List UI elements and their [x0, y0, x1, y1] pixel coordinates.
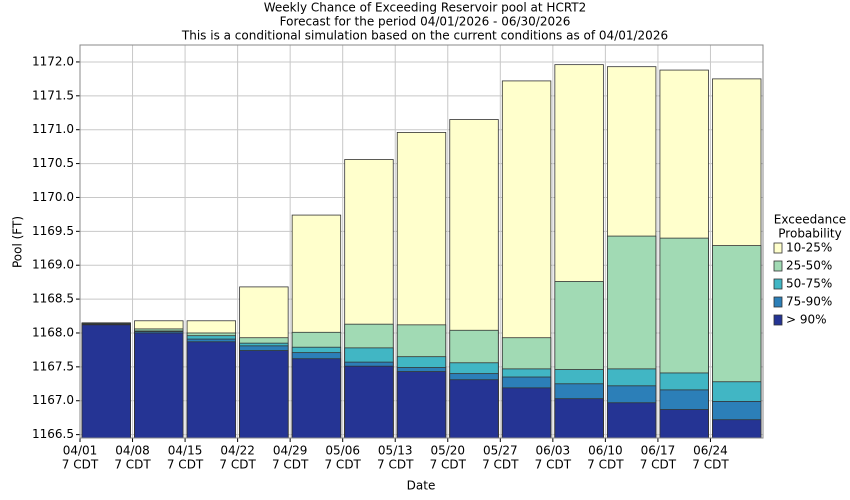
x-tick-sublabel: 7 CDT — [272, 458, 309, 472]
legend-swatch — [773, 242, 783, 254]
x-tick-sublabel: 7 CDT — [62, 458, 99, 472]
bar-segment — [501, 387, 552, 439]
y-tick-label: 1167.5 — [32, 359, 74, 373]
x-tick-sublabel: 7 CDT — [587, 458, 624, 472]
y-tick-label: 1170.5 — [32, 156, 74, 170]
bar-segment — [239, 350, 289, 439]
bar-segment — [186, 341, 237, 439]
x-tick-label: 05/20 — [430, 444, 465, 458]
y-tick-label: 1172.0 — [32, 54, 74, 68]
bar-segment — [606, 402, 657, 439]
x-tick-sublabel: 7 CDT — [324, 458, 361, 472]
chart-title: Weekly Chance of Exceeding Reservoir poo… — [264, 1, 587, 15]
bar-segment — [712, 419, 762, 439]
y-tick-label: 1171.0 — [32, 122, 74, 136]
y-tick-label: 1170.0 — [32, 190, 74, 204]
x-tick-sublabel: 7 CDT — [482, 458, 519, 472]
y-tick-label: 1169.5 — [32, 224, 74, 238]
x-tick-sublabel: 7 CDT — [640, 458, 677, 472]
x-axis-label: Date — [407, 479, 436, 493]
x-tick-label: 06/10 — [588, 444, 623, 458]
legend-label: 25-50% — [786, 259, 832, 273]
legend-swatch — [773, 296, 783, 308]
legend-label: 75-90% — [786, 295, 832, 309]
legend-swatch — [773, 314, 783, 326]
y-tick-label: 1166.5 — [32, 427, 74, 441]
x-tick-label: 06/03 — [536, 444, 571, 458]
chart-subtitle: This is a conditional simulation based o… — [181, 29, 668, 43]
bar-segment — [134, 332, 184, 439]
legend-label: 10-25% — [786, 241, 832, 255]
legend-swatch — [773, 278, 783, 290]
chart-subtitle: Forecast for the period 04/01/2026 - 06/… — [280, 15, 571, 29]
bar-segment — [554, 398, 604, 439]
legend-swatch — [773, 260, 783, 272]
legend-title: Probability — [778, 227, 841, 241]
x-tick-label: 04/01 — [63, 444, 98, 458]
x-tick-label: 04/08 — [115, 444, 150, 458]
x-tick-label: 06/24 — [693, 444, 728, 458]
x-tick-sublabel: 7 CDT — [114, 458, 151, 472]
y-tick-label: 1168.0 — [32, 325, 74, 339]
x-tick-sublabel: 7 CDT — [430, 458, 467, 472]
bar-segment — [344, 365, 394, 439]
x-tick-label: 04/22 — [220, 444, 255, 458]
x-tick-sublabel: 7 CDT — [219, 458, 256, 472]
legend-title: Exceedance — [774, 213, 846, 227]
y-axis-label: Pool (FT) — [11, 216, 25, 268]
bar-segment — [449, 379, 499, 439]
legend-label: 50-75% — [786, 277, 832, 291]
x-tick-label: 05/06 — [325, 444, 360, 458]
x-tick-label: 05/13 — [378, 444, 413, 458]
x-tick-label: 06/17 — [641, 444, 676, 458]
x-tick-sublabel: 7 CDT — [692, 458, 729, 472]
x-tick-sublabel: 7 CDT — [167, 458, 204, 472]
x-tick-label: 05/27 — [483, 444, 518, 458]
bar-segment — [659, 409, 709, 439]
x-tick-sublabel: 7 CDT — [377, 458, 414, 472]
y-tick-label: 1168.5 — [32, 292, 74, 306]
bar-segment — [396, 371, 447, 439]
x-tick-label: 04/29 — [273, 444, 308, 458]
y-tick-label: 1169.0 — [32, 258, 74, 272]
bar-segment — [81, 324, 131, 439]
x-tick-label: 04/15 — [168, 444, 203, 458]
y-tick-label: 1167.0 — [32, 393, 74, 407]
bar-segment — [291, 358, 342, 439]
y-tick-label: 1171.5 — [32, 88, 74, 102]
x-tick-sublabel: 7 CDT — [535, 458, 572, 472]
legend-label: > 90% — [786, 313, 827, 327]
plot-frame — [79, 44, 764, 439]
